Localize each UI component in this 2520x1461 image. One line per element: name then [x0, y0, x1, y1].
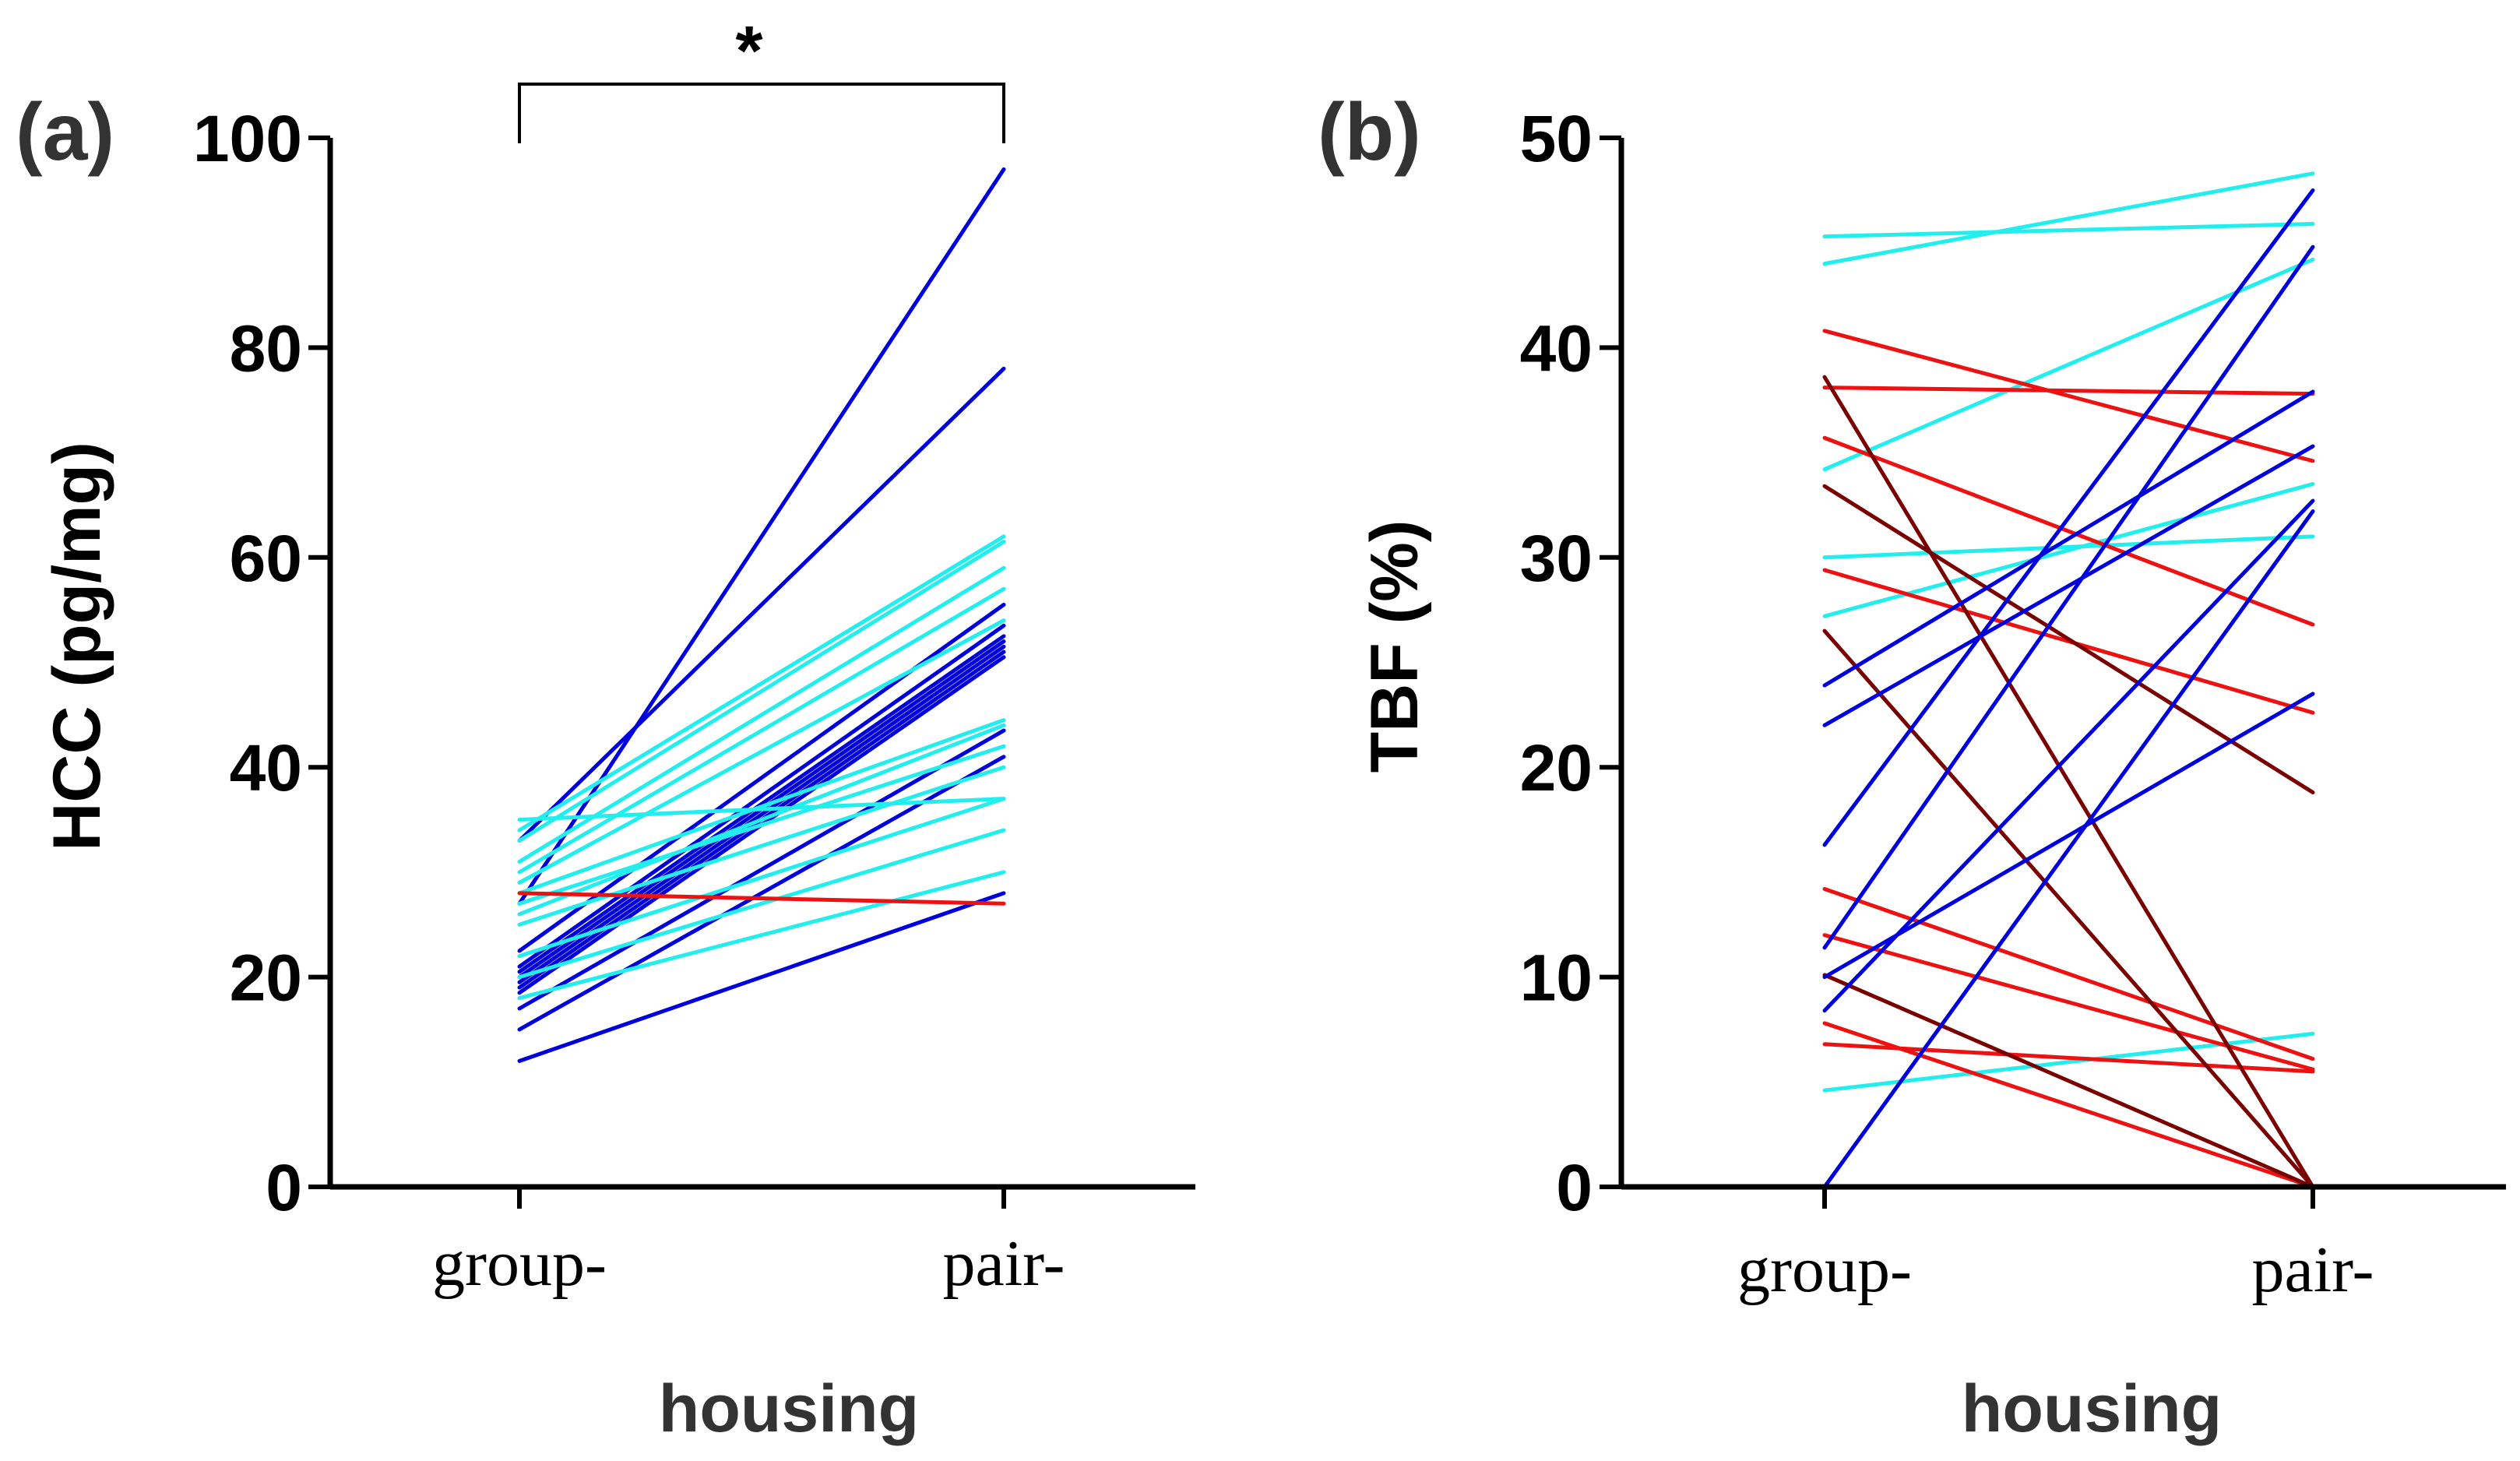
panel-a-series-line-14	[517, 828, 1006, 980]
panel-a-y-tick-label-40: 40	[230, 731, 302, 804]
significance-bracket: *	[518, 12, 1005, 143]
panel-a-y-axis-label: HCC (pg/mg)	[40, 442, 114, 850]
panel-b-y-ticks: 0 10 20 30 40 50	[1520, 102, 1621, 1224]
panel-b-x-tick-label-group: group-	[1737, 1234, 1912, 1306]
panel-b-series-line-18	[1822, 973, 2315, 1189]
panel-b-series-line-22	[1822, 245, 2315, 950]
panel-a-series-line-21	[517, 586, 1006, 875]
panel-a-series-line-3	[517, 728, 1006, 1011]
panel-b-label: (b)	[1318, 87, 1421, 178]
panel-a-y-tick-label-80: 80	[230, 312, 302, 385]
panel-b-series-line-25	[1822, 509, 2315, 1189]
panel-a-label: (a)	[16, 87, 114, 178]
panel-b-series-line-19	[1822, 389, 2315, 688]
panel-a: (a) HCC (pg/mg) housing 0 20 40 60 80 100 gro…	[16, 12, 1195, 1446]
significance-star: *	[735, 12, 762, 90]
panel-a-series-line-20	[517, 618, 1006, 885]
panel-b-series-line-23	[1822, 692, 2315, 980]
panel-b-series-line-12	[1822, 933, 2315, 1072]
panel-b-series-line-20	[1822, 444, 2315, 727]
panel-b-x-tick-label-pair: pair-	[2252, 1234, 2374, 1306]
panel-b-series-line-2	[1822, 171, 2315, 266]
panel-b-series-line-9	[1822, 435, 2315, 627]
panel-b-y-axis-label: TBF (%)	[1357, 520, 1432, 773]
panel-b: (b) TBF (%) housing 0 10 20 30 40 50 group- p…	[1318, 87, 2506, 1446]
panel-a-series-line-26	[517, 891, 1006, 906]
panel-b-y-tick-label-40: 40	[1520, 312, 1593, 385]
panel-a-y-ticks: 0 20 40 60 80 100	[193, 102, 330, 1224]
panel-b-x-axis-label: housing	[1962, 1371, 2222, 1446]
panel-b-series	[1822, 171, 2315, 1189]
panel-b-y-tick-label-30: 30	[1520, 522, 1593, 595]
panel-a-series-line-17	[517, 723, 1006, 917]
panel-a-series-line-15	[517, 797, 1006, 959]
panel-a-series-line-9	[517, 623, 1006, 969]
panel-a-series-line-19	[517, 718, 1006, 896]
panel-b-series-line-3	[1822, 257, 2315, 472]
panel-a-y-tick-label-0: 0	[266, 1151, 302, 1224]
panel-a-axes	[327, 138, 1195, 1190]
panel-a-x-axis-label: housing	[659, 1371, 919, 1446]
significance-bracket-line	[518, 83, 1005, 143]
panel-a-series-line-12	[517, 366, 1006, 843]
panel-b-series-line-11	[1822, 886, 2315, 1061]
panel-a-series-line-24	[517, 534, 1006, 833]
panel-a-series-line-13	[517, 870, 1006, 1001]
panel-a-series-line-1	[517, 891, 1006, 1063]
panel-b-y-tick-label-20: 20	[1520, 731, 1593, 804]
panel-b-series-line-15	[1822, 375, 2315, 1189]
panel-b-series-line-21	[1822, 188, 2315, 847]
panel-b-y-tick-label-0: 0	[1556, 1151, 1593, 1224]
panel-a-series-line-18	[517, 744, 1006, 906]
panel-b-y-tick-label-50: 50	[1520, 102, 1593, 175]
panel-b-series-line-24	[1822, 498, 2315, 1013]
panel-a-series-line-8	[517, 634, 1006, 974]
panel-b-series-line-14	[1822, 1042, 2315, 1074]
panel-b-series-line-4	[1822, 534, 2315, 560]
panel-b-series-line-8	[1822, 385, 2315, 396]
panel-b-y-tick-label-10: 10	[1520, 942, 1593, 1015]
panel-a-x-ticks: group- pair-	[432, 1187, 1065, 1300]
panel-b-x-ticks: group- pair-	[1737, 1187, 2374, 1306]
panel-a-series-line-23	[517, 540, 1006, 843]
panel-b-series-line-17	[1822, 628, 2315, 1189]
panel-b-series-line-6	[1822, 1031, 2315, 1093]
panel-a-series-line-25	[517, 797, 1006, 822]
panel-a-y-tick-label-100: 100	[193, 102, 302, 175]
panel-a-y-tick-label-20: 20	[230, 942, 302, 1015]
panel-a-series-line-16	[517, 765, 1006, 927]
panel-a-series-line-11	[517, 167, 1006, 906]
panel-b-series-line-1	[1822, 221, 2315, 239]
panel-a-series-line-6	[517, 644, 1006, 984]
panel-a-series	[517, 167, 1006, 1063]
panel-a-series-line-22	[517, 565, 1006, 864]
panel-a-x-tick-label-group: group-	[432, 1227, 607, 1300]
panel-a-x-tick-label-pair: pair-	[943, 1227, 1065, 1300]
panel-b-axes	[1618, 138, 2506, 1190]
panel-a-y-tick-label-60: 60	[230, 522, 302, 595]
